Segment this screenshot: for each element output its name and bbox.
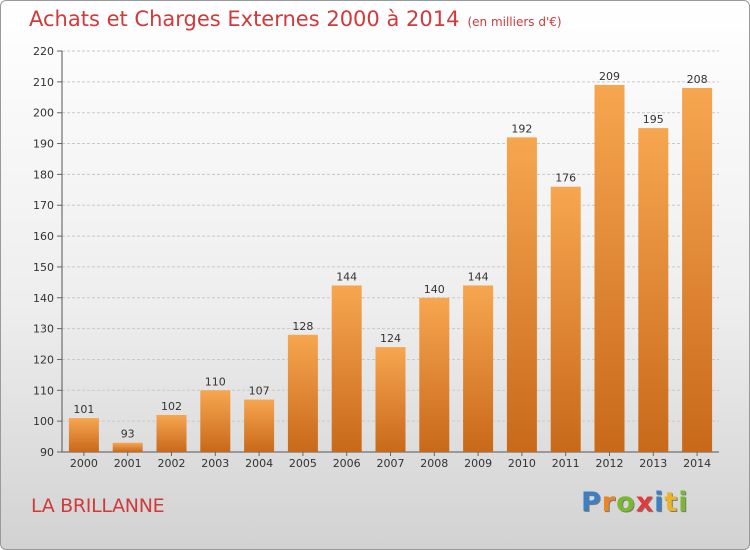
x-tick-label-2003: 2003: [201, 457, 229, 470]
x-tick-label-2009: 2009: [464, 457, 492, 470]
bar-2010: [506, 137, 537, 452]
bar-2004: [244, 399, 275, 452]
y-tick-label-90: 90: [40, 446, 54, 459]
bar-2002: [156, 414, 187, 452]
value-label-2012: 209: [599, 70, 620, 83]
y-tick-label-190: 190: [33, 138, 54, 151]
value-label-2013: 195: [643, 113, 664, 126]
bar-2008: [419, 297, 450, 452]
y-tick-label-170: 170: [33, 199, 54, 212]
bar-2013: [638, 128, 669, 452]
value-label-2007: 124: [380, 332, 401, 345]
value-label-2002: 102: [161, 400, 182, 413]
bar-2009: [463, 285, 494, 452]
y-tick-label-210: 210: [33, 76, 54, 89]
bar-2000: [68, 418, 99, 452]
x-tick-label-2000: 2000: [70, 457, 98, 470]
x-tick-label-2008: 2008: [420, 457, 448, 470]
x-tick-label-2012: 2012: [596, 457, 624, 470]
y-tick-label-100: 100: [33, 415, 54, 428]
value-label-2001: 93: [121, 428, 135, 441]
value-label-2000: 101: [73, 403, 94, 416]
value-label-2005: 128: [292, 320, 313, 333]
location-name: LA BRILLANNE: [31, 495, 165, 517]
value-label-2006: 144: [336, 270, 357, 283]
x-tick-label-2005: 2005: [289, 457, 317, 470]
y-tick-label-130: 130: [33, 323, 54, 336]
bar-2007: [375, 347, 406, 452]
bar-2001: [112, 442, 143, 452]
y-tick-label-150: 150: [33, 261, 54, 274]
brand-letter-3: x: [635, 487, 655, 518]
brand-letter-6: i: [678, 487, 689, 518]
brand-letter-1: r: [601, 487, 617, 518]
y-tick-label-220: 220: [33, 45, 54, 58]
bar-2005: [287, 334, 318, 452]
value-label-2008: 140: [424, 283, 445, 296]
x-tick-label-2013: 2013: [639, 457, 667, 470]
x-tick-label-2004: 2004: [245, 457, 273, 470]
brand-letter-4: i: [654, 487, 665, 518]
chart-title-text: Achats et Charges Externes 2000 à 2014: [29, 7, 460, 31]
y-tick-label-120: 120: [33, 353, 54, 366]
x-tick-label-2010: 2010: [508, 457, 536, 470]
x-tick-label-2014: 2014: [683, 457, 711, 470]
x-tick-label-2002: 2002: [158, 457, 186, 470]
x-tick-label-2001: 2001: [114, 457, 142, 470]
chart-subtitle: (en milliers d'€): [467, 15, 562, 29]
brand-letter-5: t: [664, 487, 679, 518]
x-tick-label-2006: 2006: [333, 457, 361, 470]
brand-logo: Proxiti: [581, 487, 689, 518]
x-tick-label-2011: 2011: [552, 457, 580, 470]
brand-letter-2: o: [616, 487, 636, 518]
y-tick-label-200: 200: [33, 107, 54, 120]
bar-2011: [550, 186, 581, 452]
y-tick-label-140: 140: [33, 292, 54, 305]
y-tick-label-160: 160: [33, 230, 54, 243]
bar-2014: [682, 88, 713, 452]
y-tick-label-110: 110: [33, 384, 54, 397]
y-tick-label-180: 180: [33, 168, 54, 181]
chart-title: Achats et Charges Externes 2000 à 2014 (e…: [29, 7, 562, 31]
value-label-2010: 192: [511, 122, 532, 135]
bar-2003: [200, 390, 231, 452]
value-label-2011: 176: [555, 172, 576, 185]
brand-letter-0: P: [581, 487, 602, 518]
x-tick-label-2007: 2007: [377, 457, 405, 470]
value-label-2014: 208: [687, 73, 708, 86]
bar-2012: [594, 84, 625, 452]
value-label-2009: 144: [468, 270, 489, 283]
value-label-2004: 107: [249, 385, 270, 398]
value-label-2003: 110: [205, 375, 226, 388]
bar-2006: [331, 285, 362, 452]
